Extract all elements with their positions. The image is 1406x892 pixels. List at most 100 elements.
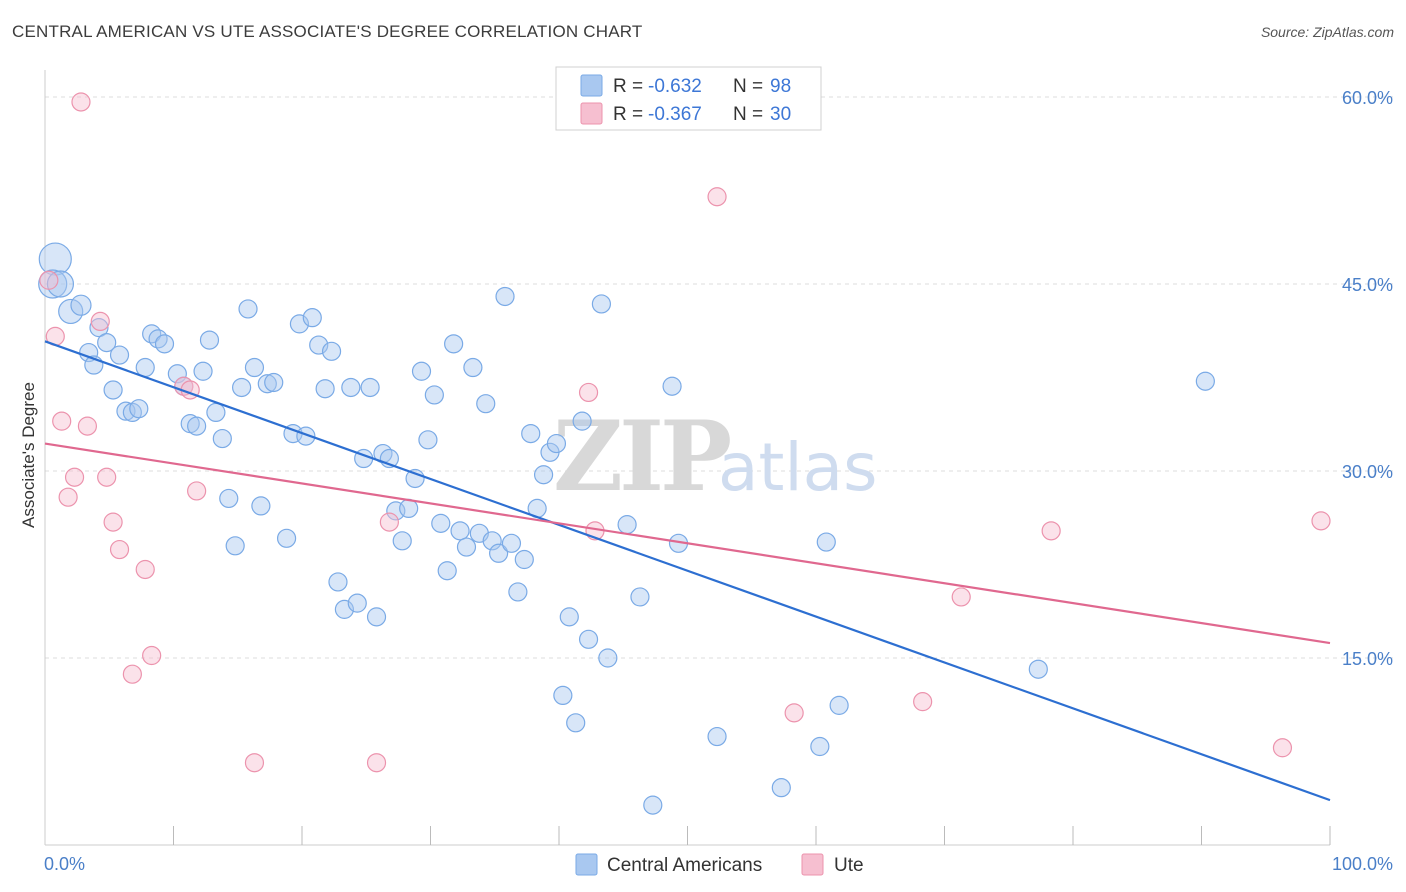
point-central-americans-77: [553, 685, 573, 706]
data-points: [38, 92, 1331, 815]
bottom-legend: Central Americans Ute: [575, 853, 864, 876]
point-central-americans-23: [199, 330, 220, 350]
bottom-legend-label-central-americans: Central Americans: [607, 855, 762, 876]
bottom-legend-swatch-ute: [801, 853, 824, 876]
point-central-americans-22: [193, 361, 213, 381]
point-central-americans-95: [1195, 371, 1215, 391]
point-central-americans-82: [591, 294, 612, 314]
point-central-americans-57: [424, 385, 444, 405]
grid-lines: [45, 96, 1395, 659]
point-central-americans-76: [546, 433, 567, 454]
point-ute-4: [64, 467, 85, 487]
point-central-americans-24: [206, 402, 226, 423]
point-ute-8: [97, 467, 117, 487]
point-ute-28: [1311, 511, 1331, 531]
point-ute-16: [187, 481, 207, 501]
bottom-legend-swatch-central-americans: [575, 853, 598, 876]
legend-item-ute: R = -0.367 N = 30: [580, 102, 791, 125]
point-central-americans-18: [167, 364, 187, 384]
legend-n-label: N =: [733, 76, 763, 97]
point-central-americans-81: [578, 629, 599, 649]
point-ute-11: [122, 664, 142, 684]
point-central-americans-68: [495, 286, 515, 307]
point-central-americans-55: [411, 361, 432, 381]
point-central-americans-47: [360, 377, 380, 398]
watermark-atlas: atlas: [718, 429, 878, 506]
point-ute-25: [951, 587, 971, 607]
point-central-americans-29: [238, 299, 258, 319]
point-central-americans-34: [276, 528, 297, 548]
point-ute-27: [1272, 738, 1293, 758]
point-central-americans-40: [315, 379, 335, 399]
trend-lines: [44, 340, 1331, 802]
y-tick-label-30: 30.0%: [1342, 462, 1393, 482]
legend-r-value: -0.632: [648, 76, 702, 97]
point-central-americans-91: [810, 736, 830, 757]
point-central-americans-56: [418, 430, 438, 450]
tick-labels: 15.0% 30.0% 45.0% 60.0% 0.0% 100.0%: [44, 88, 1393, 874]
point-central-americans-60: [444, 334, 464, 354]
point-central-americans-74: [533, 465, 554, 485]
y-axis-title: Associate's Degree: [19, 382, 38, 528]
point-central-americans-5: [89, 318, 109, 338]
point-central-americans-3: [58, 298, 84, 325]
point-central-americans-79: [566, 713, 586, 733]
point-central-americans-89: [707, 726, 727, 747]
point-central-americans-78: [559, 607, 579, 627]
point-ute-18: [366, 753, 387, 773]
point-central-americans-92: [816, 532, 836, 552]
x-tick-label-100: 100.0%: [1332, 854, 1393, 874]
point-ute-21: [578, 382, 599, 403]
point-central-americans-8: [97, 332, 117, 353]
point-central-americans-17: [154, 334, 175, 354]
point-central-americans-67: [489, 543, 509, 563]
watermark: ZIP atlas: [553, 400, 878, 513]
point-ute-3: [58, 487, 78, 507]
point-central-americans-69: [501, 533, 522, 553]
point-ute-12: [135, 559, 155, 580]
point-central-americans-94: [1028, 659, 1048, 679]
point-central-americans-16: [148, 329, 168, 349]
legend-item-central-americans: R = -0.632 N = 98: [580, 74, 791, 97]
point-central-americans-2: [46, 270, 75, 298]
point-central-americans-66: [482, 531, 502, 551]
legend-r-value: -0.367: [648, 104, 702, 125]
y-tick-label-15: 15.0%: [1342, 649, 1393, 669]
point-ute-23: [784, 703, 804, 723]
y-tick-label-60: 60.0%: [1342, 88, 1393, 108]
x-tick-label-0: 0.0%: [44, 854, 85, 874]
point-ute-9: [103, 512, 123, 532]
point-central-americans-13: [129, 399, 149, 419]
point-central-americans-28: [232, 377, 252, 398]
point-central-americans-31: [251, 496, 271, 516]
point-ute-5: [71, 92, 91, 112]
point-ute-17: [244, 753, 265, 773]
point-central-americans-58: [431, 513, 451, 533]
point-ute-2: [52, 411, 72, 431]
point-central-americans-9: [109, 345, 130, 365]
legend-swatch-ute: [580, 102, 603, 125]
point-central-americans-37: [296, 426, 316, 446]
point-central-americans-32: [257, 374, 277, 394]
legend-n-value: 98: [770, 76, 791, 97]
point-central-americans-65: [476, 394, 496, 414]
point-central-americans-26: [219, 488, 239, 509]
point-central-americans-0: [38, 242, 72, 276]
point-ute-24: [913, 692, 933, 712]
point-central-americans-10: [103, 380, 123, 400]
point-central-americans-21: [187, 416, 207, 436]
point-central-americans-90: [771, 778, 791, 798]
source-label: Source: ZipAtlas.com: [1260, 24, 1394, 40]
point-central-americans-44: [341, 377, 361, 398]
point-central-americans-83: [598, 648, 618, 668]
point-central-americans-27: [225, 536, 245, 556]
point-ute-13: [142, 645, 162, 666]
point-ute-26: [1041, 521, 1061, 541]
point-central-americans-30: [244, 357, 265, 378]
legend: R = -0.632 N = 98 R = -0.367 N = 30: [555, 66, 822, 131]
point-central-americans-1: [38, 269, 68, 299]
point-central-americans-38: [302, 308, 322, 328]
point-ute-0: [39, 270, 59, 290]
point-ute-7: [90, 311, 110, 331]
